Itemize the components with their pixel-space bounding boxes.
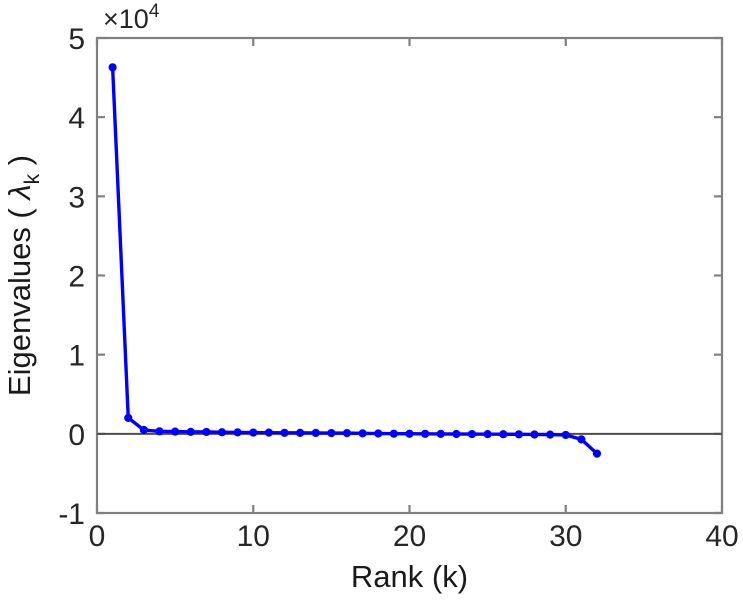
data-marker xyxy=(405,429,414,438)
data-marker xyxy=(374,429,383,438)
data-marker xyxy=(514,430,523,439)
data-marker xyxy=(483,430,492,439)
data-marker xyxy=(530,430,539,439)
data-marker xyxy=(202,427,211,437)
x-tick-label-0: 0 xyxy=(89,520,106,553)
x-axis-title: Rank (k) xyxy=(351,559,468,594)
data-marker xyxy=(577,435,586,444)
data-marker xyxy=(358,429,367,438)
data-marker xyxy=(327,428,336,438)
y-tick-label-3: 2 xyxy=(68,261,85,294)
x-tick-label-3: 30 xyxy=(549,520,582,553)
y-axis-exponent-label: ×104 xyxy=(103,1,160,34)
y-tick-label-6: -1 xyxy=(58,498,85,531)
data-marker xyxy=(296,428,305,437)
data-marker xyxy=(139,425,148,435)
data-marker xyxy=(280,428,289,437)
y-tick-label-2: 3 xyxy=(68,181,85,214)
data-marker xyxy=(389,429,398,438)
data-series-eigenvalues xyxy=(108,63,602,458)
data-marker xyxy=(436,429,445,439)
data-marker xyxy=(546,430,555,439)
data-marker xyxy=(452,429,461,439)
data-marker xyxy=(217,428,227,437)
data-marker xyxy=(467,429,477,439)
data-marker xyxy=(592,449,602,458)
data-marker xyxy=(561,430,570,440)
data-marker xyxy=(342,429,352,438)
data-marker xyxy=(249,428,258,437)
y-tick-label-1: 4 xyxy=(68,102,85,135)
data-marker xyxy=(186,427,195,436)
data-line-eigenvalues xyxy=(110,65,599,456)
x-tick-label-2: 20 xyxy=(393,520,426,553)
data-marker xyxy=(264,428,273,437)
data-marker xyxy=(108,63,117,72)
y-tick-label-0: 5 xyxy=(68,23,85,56)
data-marker xyxy=(124,413,133,422)
data-marker xyxy=(421,429,430,438)
data-marker xyxy=(311,428,320,438)
x-tick-label-4: 40 xyxy=(705,520,738,553)
y-axis-title: Eigenvalues ( λk ) xyxy=(2,155,44,396)
x-tick-label-1: 10 xyxy=(237,520,270,553)
data-marker xyxy=(233,428,242,437)
y-tick-label-5: 0 xyxy=(68,419,85,452)
data-marker xyxy=(155,427,164,436)
y-tick-label-4: 1 xyxy=(68,340,85,373)
y-axis-exponent-text: ×104 xyxy=(103,1,160,34)
axes-frame xyxy=(95,36,724,515)
data-marker xyxy=(499,430,508,439)
data-marker xyxy=(171,427,180,436)
